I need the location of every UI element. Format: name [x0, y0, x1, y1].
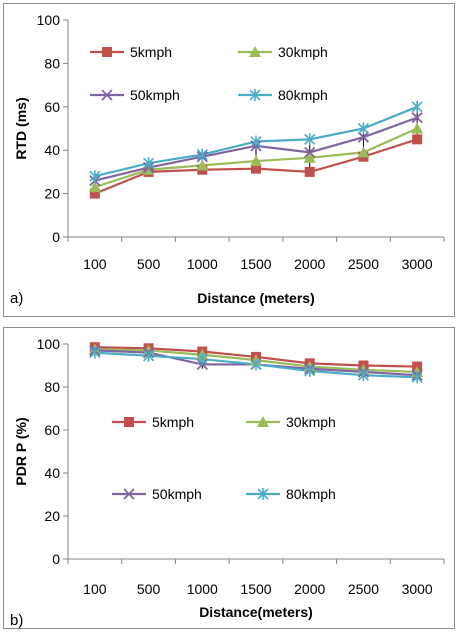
chart-a-y-tick-label: 60 [44, 99, 60, 115]
chart-b-point-80kmph [304, 364, 316, 377]
chart-b-legend-label: 50kmph [152, 486, 202, 502]
chart-a-x-tick-label: 1500 [240, 256, 271, 272]
chart-b-x-tick-label: 500 [137, 581, 161, 597]
chart-a-x-tick-label: 500 [137, 256, 161, 272]
chart-a-y-tick-label: 20 [44, 186, 60, 202]
chart-b-legend-label: 80kmph [286, 486, 336, 502]
chart-a-point-30kmph [411, 122, 424, 134]
chart-b-x-tick-label: 3000 [402, 581, 433, 597]
chart-b-legend-marker [257, 488, 269, 500]
chart-a-point-5kmph [304, 166, 315, 177]
chart-a-x-tick-label: 100 [83, 256, 107, 272]
chart-a-point-50kmph [304, 146, 316, 159]
chart-a-legend-label: 30kmph [278, 44, 328, 60]
chart-b-legend-marker [257, 416, 269, 427]
chart-b-svg: PDR P (%) Distance(meters) b) 0 20 40 60 80 1… [10, 336, 445, 629]
chart-a-x-tick-label: 1000 [187, 256, 218, 272]
chart-panel-a: RTD (ms) Distance (meters) a) 0 20 40 60 80 1… [3, 3, 455, 317]
chart-b-y-tick-label: 80 [44, 379, 60, 395]
chart-b-x-tick-label: 1000 [187, 581, 218, 597]
chart-b-legend-label: 30kmph [286, 414, 336, 430]
chart-a-point-5kmph [89, 188, 100, 199]
chart-b-y-tick-label: 60 [44, 422, 60, 438]
chart-a-x-tick-label: 2000 [294, 256, 325, 272]
chart-b-legend-label: 5kmph [152, 414, 194, 430]
chart-b-x-tick-label: 2000 [294, 581, 325, 597]
chart-b-point-80kmph [143, 349, 155, 362]
chart-a-point-80kmph [357, 122, 369, 135]
chart-a-point-30kmph [357, 146, 370, 158]
chart-a-point-80kmph [250, 135, 262, 148]
chart-a-legend-marker [249, 89, 261, 101]
chart-a-point-30kmph [250, 155, 262, 167]
chart-a-point-30kmph [142, 163, 155, 175]
chart-b-x-tick-label: 2500 [348, 581, 379, 597]
chart-a-panel-label: a) [10, 290, 23, 307]
chart-a-legend-label: 5kmph [130, 44, 172, 60]
chart-a-legend-marker [102, 47, 112, 57]
chart-a-point-80kmph [304, 133, 316, 146]
chart-a-y-tick-label: 80 [44, 55, 60, 71]
chart-a-y-tick-label: 100 [37, 12, 61, 28]
chart-b-point-80kmph [196, 353, 208, 366]
chart-a-y-tick-label: 40 [44, 142, 60, 158]
chart-a-y-axis-title: RTD (ms) [13, 97, 29, 159]
chart-b-y-tick-label: 20 [44, 508, 60, 524]
chart-b-point-80kmph [89, 346, 101, 359]
chart-b-panel-label: b) [10, 612, 23, 629]
chart-a-point-5kmph [412, 134, 423, 145]
chart-b-x-tick-label: 1500 [240, 581, 271, 597]
chart-a-svg: RTD (ms) Distance (meters) a) 0 20 40 60 80 1… [10, 12, 445, 307]
chart-b-legend-marker [123, 488, 135, 500]
chart-b-y-tick-label: 100 [37, 336, 61, 352]
chart-b-x-tick-label: 100 [83, 581, 107, 597]
chart-b-y-tick-label: 40 [44, 465, 60, 481]
chart-panel-b: PDR P (%) Distance(meters) b) 0 20 40 60 80 1… [3, 327, 455, 629]
chart-a-point-80kmph [411, 100, 423, 113]
chart-b-point-80kmph [411, 371, 423, 384]
chart-a-point-5kmph [251, 163, 261, 174]
chart-a-y-tick-label: 0 [52, 229, 60, 245]
chart-b-y-axis-title: PDR P (%) [13, 417, 29, 485]
chart-a-legend-label: 80kmph [278, 87, 328, 103]
chart-b-x-axis-title: Distance(meters) [199, 604, 313, 620]
chart-a-point-50kmph [357, 131, 370, 143]
chart-b-point-80kmph [357, 369, 369, 382]
chart-b-y-tick-label: 0 [52, 551, 60, 567]
chart-a-legend-marker [101, 89, 113, 101]
chart-a-point-30kmph [196, 159, 209, 171]
chart-a-point-80kmph [89, 170, 101, 183]
chart-a-x-tick-label: 3000 [402, 256, 433, 272]
chart-b-point-80kmph [250, 358, 262, 371]
chart-a-x-tick-label: 2500 [348, 256, 379, 272]
chart-a-x-axis-title: Distance (meters) [197, 290, 315, 306]
chart-a-point-80kmph [196, 148, 208, 161]
chart-b-legend-marker [124, 417, 134, 427]
chart-a-point-80kmph [143, 157, 155, 170]
chart-a-legend-marker [249, 46, 261, 57]
chart-a-point-30kmph [303, 151, 316, 163]
chart-a-point-50kmph [411, 112, 423, 124]
chart-a-point-30kmph [88, 181, 101, 193]
chart-a-legend-label: 50kmph [130, 87, 180, 103]
